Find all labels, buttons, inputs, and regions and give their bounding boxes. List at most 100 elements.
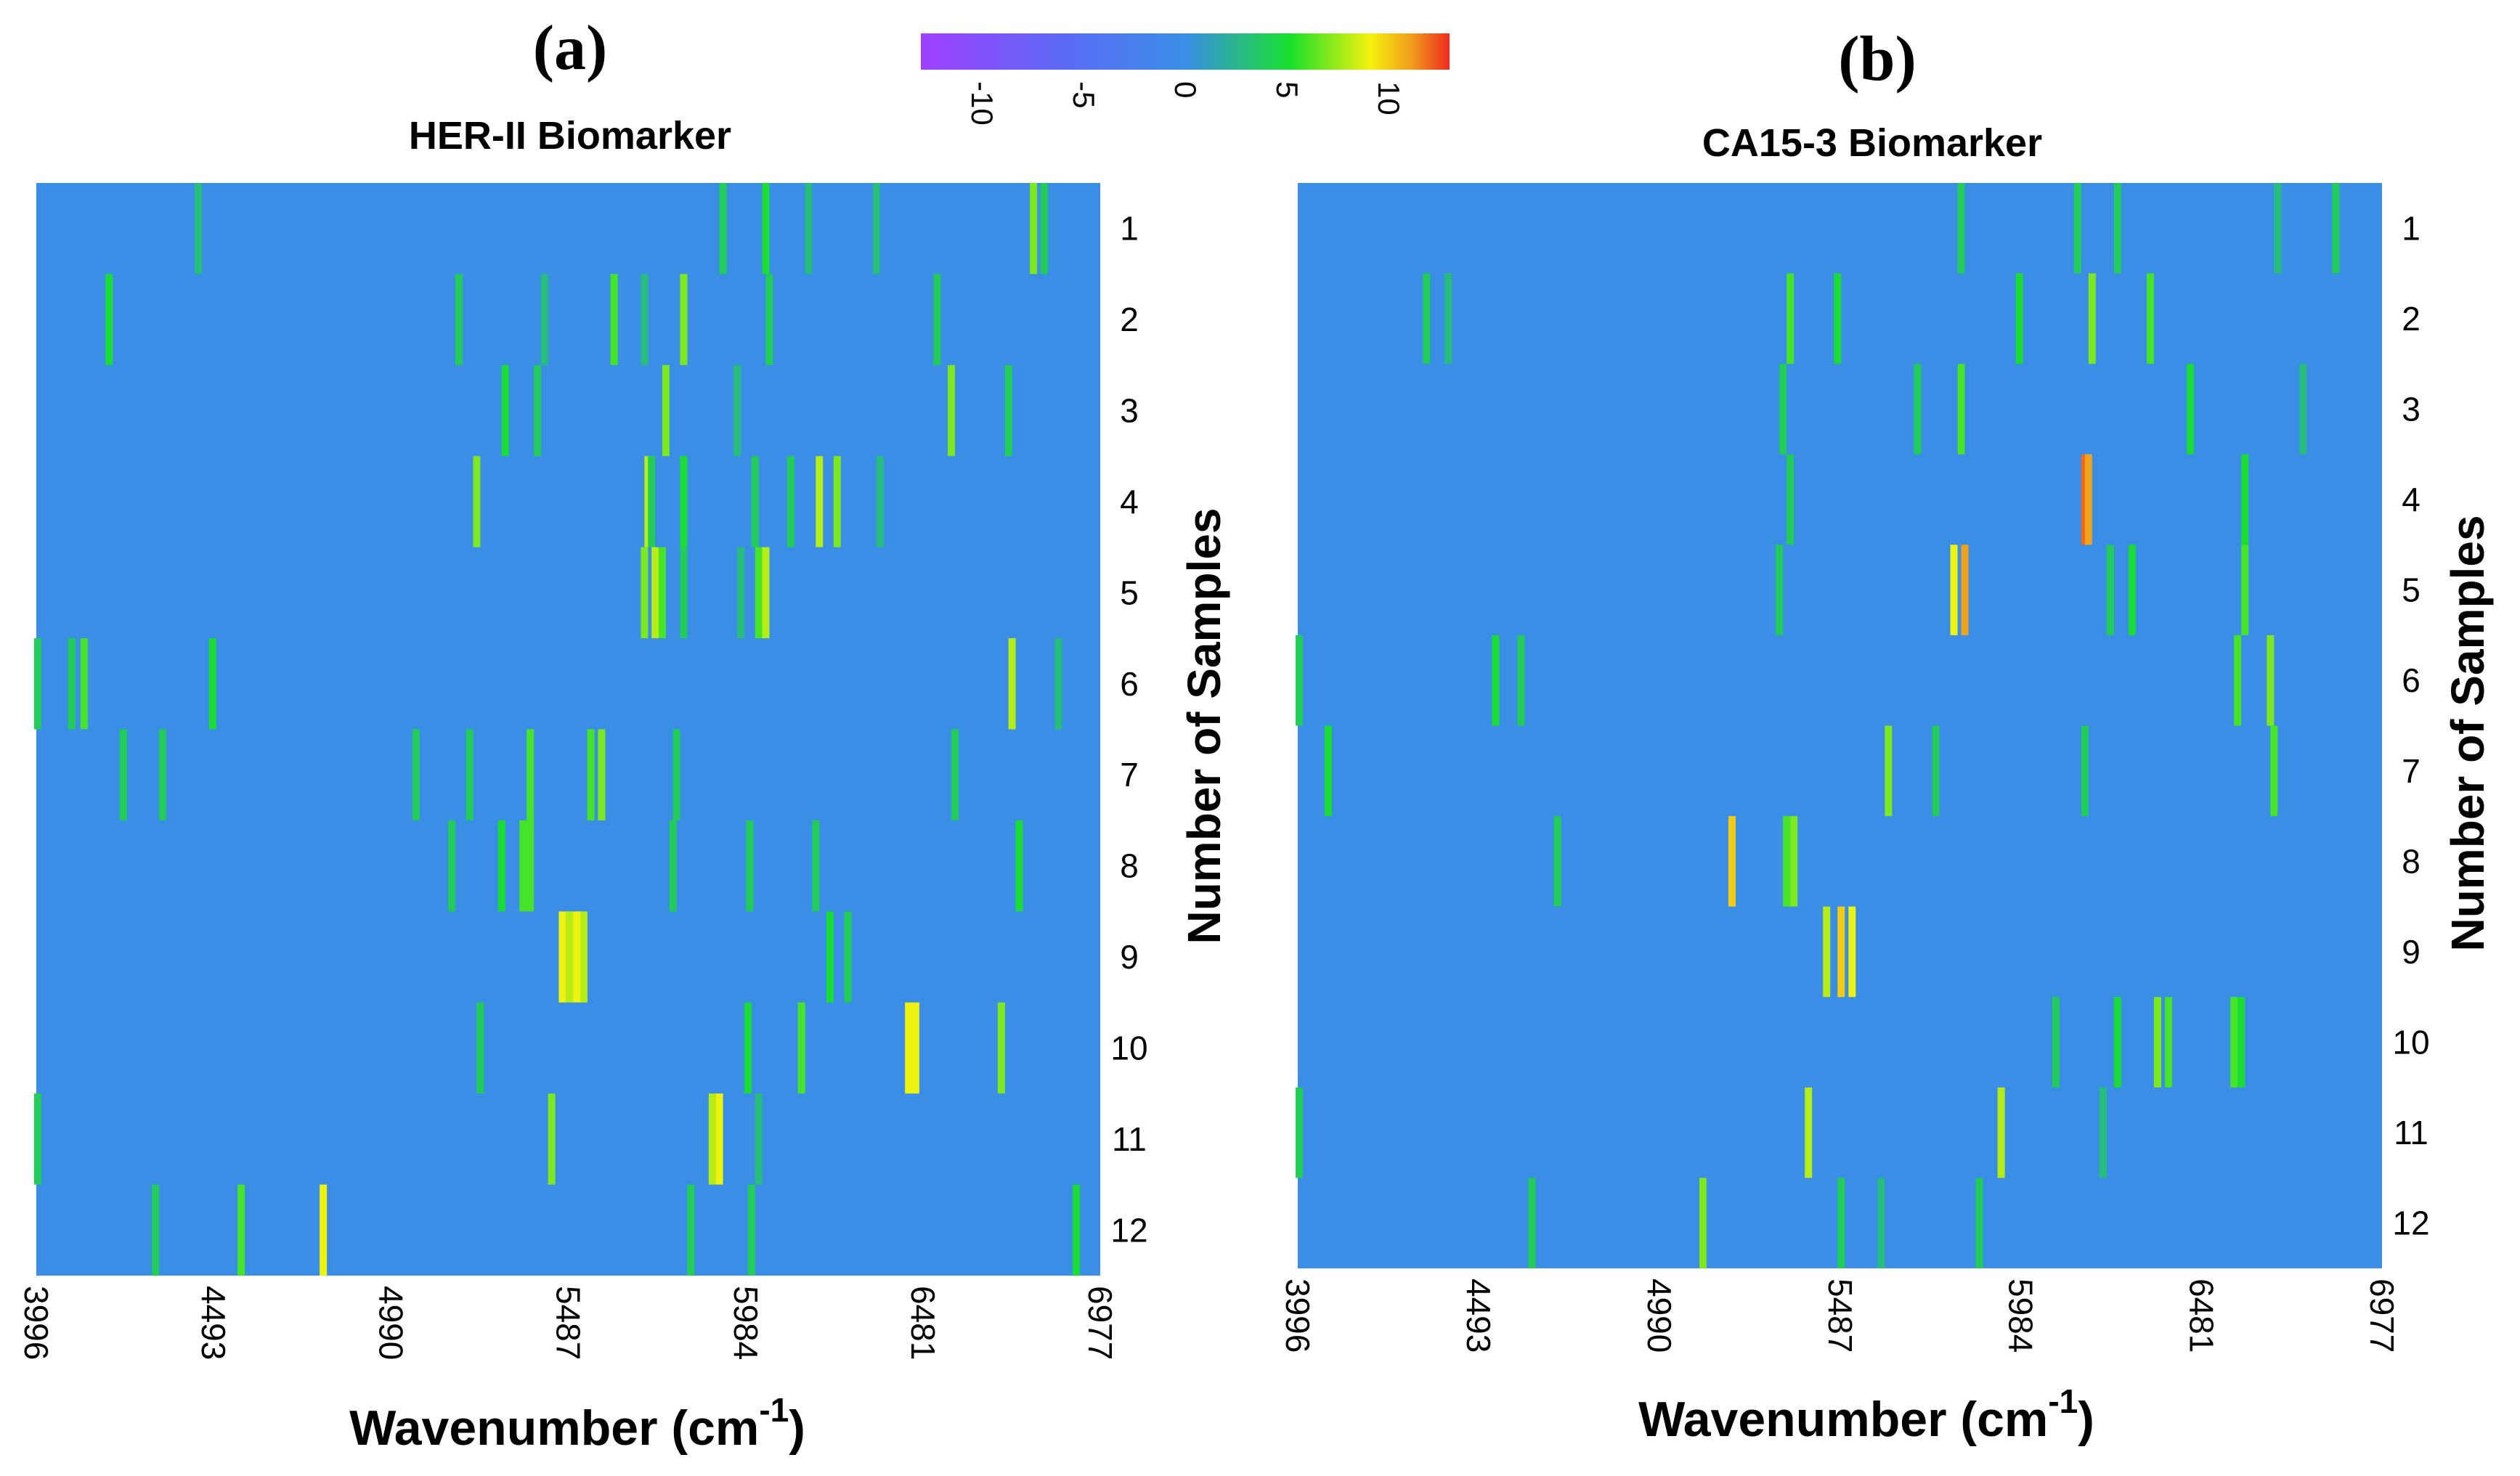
heatmap-cell — [2299, 364, 2307, 454]
heatmap-cell — [2073, 183, 2081, 274]
heatmap-cell — [2052, 997, 2060, 1088]
row-label: 4 — [1120, 483, 1139, 521]
heatmap-cell — [641, 274, 649, 365]
heatmap-cell — [497, 820, 505, 912]
heatmap-cell — [527, 729, 535, 820]
heatmap-cell — [1837, 1178, 1845, 1268]
heatmap-cell — [672, 729, 680, 820]
x-tick-label: 5487 — [550, 1286, 588, 1360]
heatmap-cell — [687, 1184, 695, 1276]
heatmap-cell — [812, 820, 820, 912]
panel-a-ylabel: Number of Samples — [1178, 507, 1230, 944]
heatmap-cell — [2081, 725, 2089, 817]
heatmap-cell — [1783, 816, 1791, 907]
heatmap-cell — [708, 1093, 716, 1185]
heatmap-cell — [2332, 183, 2340, 274]
heatmap-cell — [762, 547, 770, 639]
colorbar-tick-label: -10 — [965, 81, 999, 126]
heatmap-cell — [237, 1184, 245, 1276]
heatmap-cell — [911, 1002, 919, 1094]
heatmap-cell — [1961, 545, 1969, 635]
heatmap-cell — [765, 274, 773, 365]
row-label: 11 — [2394, 1114, 2428, 1151]
heatmap-cell — [208, 638, 216, 730]
heatmap-cell — [1837, 906, 1845, 998]
heatmap-cell — [455, 274, 463, 365]
x-tick-label: 4493 — [1460, 1279, 1497, 1353]
row-label: 1 — [2402, 209, 2421, 247]
heatmap-cell — [1030, 183, 1038, 274]
heatmap-cell — [948, 364, 956, 457]
heatmap-cell — [2230, 997, 2238, 1088]
heatmap-b — [1296, 183, 2382, 1268]
colorbar-tick-label: 0 — [1168, 81, 1203, 98]
heatmap-cell — [872, 183, 880, 274]
x-tick-label: 6481 — [2183, 1279, 2221, 1353]
heatmap-cell — [1975, 1178, 1983, 1268]
heatmap-cell — [747, 1184, 755, 1276]
x-tick-label: 5984 — [727, 1286, 765, 1360]
heatmap-cell — [2146, 273, 2154, 364]
x-tick-label: 3996 — [17, 1286, 55, 1360]
heatmap-cell — [2241, 545, 2249, 635]
heatmap-cell — [1528, 1178, 1536, 1268]
heatmap-cell — [1040, 183, 1048, 274]
heatmap-cell — [1932, 725, 1940, 817]
heatmap-cell — [787, 456, 794, 547]
heatmap-cell — [1957, 183, 1965, 274]
heatmap-cell — [1492, 635, 1500, 726]
heatmap-cell — [997, 1002, 1005, 1094]
panel-b-label: (b) — [1838, 24, 1917, 94]
x-tick-label: 3996 — [1279, 1279, 1317, 1353]
heatmap-cell — [905, 1002, 913, 1094]
heatmap-cell — [587, 729, 595, 820]
heatmap-cell — [2081, 454, 2089, 545]
row-label: 2 — [2402, 300, 2421, 338]
heatmap-cell — [733, 364, 741, 457]
heatmap-cell — [2234, 635, 2242, 726]
row-label: 3 — [2402, 390, 2421, 428]
heatmap-cell — [1728, 816, 1736, 907]
heatmap-cell — [651, 547, 659, 639]
row-label: 9 — [1120, 938, 1139, 976]
heatmap-cell — [1054, 638, 1062, 730]
row-label: 7 — [2402, 752, 2421, 790]
heatmap-cell — [527, 820, 535, 912]
heatmap-cell — [1997, 1087, 2005, 1178]
heatmap-cell — [1008, 638, 1016, 730]
heatmap-cell — [1553, 816, 1561, 907]
heatmap-cell — [1296, 635, 1304, 726]
heatmap-cell — [448, 820, 456, 912]
heatmap-cell — [844, 911, 852, 1003]
heatmap-cell — [68, 638, 76, 730]
panel-b-xlabel: Wavenumber (cm-1) — [1638, 1382, 2094, 1447]
heatmap-cell — [737, 547, 745, 639]
heatmap-cell — [33, 1093, 41, 1185]
heatmap-cell — [1848, 906, 1856, 998]
heatmap-cell — [648, 456, 656, 547]
row-label: 12 — [1110, 1211, 1147, 1249]
heatmap-cell — [1834, 273, 1842, 364]
row-label: 10 — [2392, 1024, 2429, 1061]
heatmap-cell — [2084, 454, 2092, 545]
row-label: 12 — [2392, 1204, 2429, 1242]
heatmap-cell — [1325, 725, 1333, 817]
heatmap-cell — [610, 274, 618, 365]
heatmap-cell — [755, 547, 763, 639]
heatmap-cell — [105, 274, 113, 365]
heatmap-cell — [2270, 725, 2278, 817]
x-tick-label: 4990 — [372, 1286, 410, 1360]
heatmap-cell — [1950, 545, 1958, 635]
heatmap-cell — [80, 638, 88, 730]
row-label: 5 — [1120, 574, 1139, 611]
colorbar-tick-label: -5 — [1067, 81, 1101, 108]
heatmap-cell — [751, 456, 759, 547]
heatmap-cell — [762, 183, 770, 274]
heatmap-cell — [412, 729, 420, 820]
heatmap-cell — [719, 183, 727, 274]
heatmap-cell — [152, 1184, 160, 1276]
row-label: 2 — [1120, 301, 1139, 338]
heatmap-cell — [195, 183, 203, 274]
heatmap-cell — [755, 1093, 763, 1185]
heatmap-cell — [826, 911, 834, 1003]
